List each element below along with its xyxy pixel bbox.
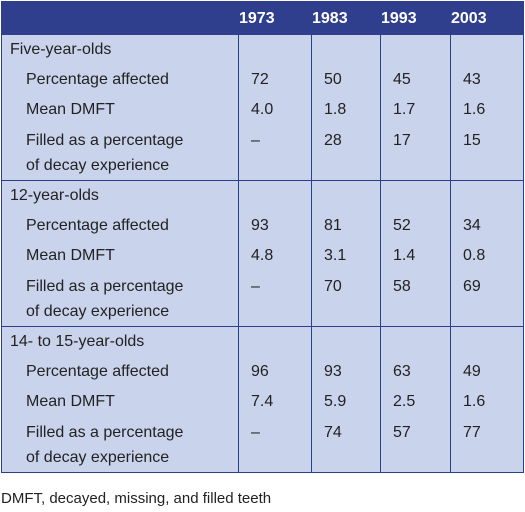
group-row: 12-year-olds bbox=[1, 180, 524, 211]
cell-value: 93 bbox=[238, 211, 312, 241]
row-label: Percentage affected bbox=[1, 357, 239, 387]
cell-value: 3.1 bbox=[311, 241, 381, 271]
cell-value: 4.0 bbox=[238, 95, 312, 125]
group-row: 14- to 15-year-olds bbox=[1, 326, 524, 357]
cell-value: 1.4 bbox=[380, 241, 451, 271]
cell-value: 49 bbox=[450, 357, 524, 387]
row-label: Mean DMFT bbox=[1, 387, 239, 417]
header-year: 1993 bbox=[380, 1, 451, 35]
dmft-table: 1973 1983 1993 2003 Five-year-olds Perce… bbox=[1, 1, 524, 473]
cell-value: 1.6 bbox=[450, 95, 524, 125]
table-footnote: DMFT, decayed, missing, and filled teeth bbox=[1, 490, 272, 507]
table-row: Filled as a percentage of decay experienc… bbox=[1, 271, 524, 327]
cell-value: 69 bbox=[450, 271, 524, 327]
row-label: Mean DMFT bbox=[1, 95, 239, 125]
cell-value: 52 bbox=[380, 211, 451, 241]
group-row: Five-year-olds bbox=[1, 35, 524, 65]
cell-value: 2.5 bbox=[380, 387, 451, 417]
cell-value: 15 bbox=[450, 125, 524, 181]
row-label-line: of decay experience bbox=[26, 156, 170, 174]
cell-value: 7.4 bbox=[238, 387, 312, 417]
cell-value: 58 bbox=[380, 271, 451, 327]
cell-value: 34 bbox=[450, 211, 524, 241]
cell-value: 77 bbox=[450, 417, 524, 473]
row-label-line: Filled as a percentage bbox=[26, 423, 184, 441]
row-label: Percentage affected bbox=[1, 211, 239, 241]
cell-value: 45 bbox=[380, 65, 451, 95]
cell-value: 43 bbox=[450, 65, 524, 95]
row-label: Filled as a percentage of decay experienc… bbox=[1, 417, 239, 473]
cell-value: 1.8 bbox=[311, 95, 381, 125]
cell-value: 4.8 bbox=[238, 241, 312, 271]
table-row: Percentage affected 96 93 63 49 bbox=[1, 357, 524, 387]
group-title: 14- to 15-year-olds bbox=[1, 326, 239, 357]
cell-value: 28 bbox=[311, 125, 381, 181]
cell-value: 70 bbox=[311, 271, 381, 327]
cell-value: 1.7 bbox=[380, 95, 451, 125]
header-row: 1973 1983 1993 2003 bbox=[1, 1, 524, 35]
header-year: 2003 bbox=[450, 1, 524, 35]
cell-value: 93 bbox=[311, 357, 381, 387]
table-row: Percentage affected 72 50 45 43 bbox=[1, 65, 524, 95]
table-row: Mean DMFT 4.8 3.1 1.4 0.8 bbox=[1, 241, 524, 271]
table-row: Filled as a percentage of decay experienc… bbox=[1, 417, 524, 473]
cell-value: 0.8 bbox=[450, 241, 524, 271]
row-label: Mean DMFT bbox=[1, 241, 239, 271]
cell-value: 50 bbox=[311, 65, 381, 95]
cell-value: 96 bbox=[238, 357, 312, 387]
cell-value: 1.6 bbox=[450, 387, 524, 417]
table-row: Mean DMFT 4.0 1.8 1.7 1.6 bbox=[1, 95, 524, 125]
cell-value: 72 bbox=[238, 65, 312, 95]
cell-value: – bbox=[238, 125, 312, 181]
cell-value: – bbox=[238, 271, 312, 327]
cell-value: 57 bbox=[380, 417, 451, 473]
row-label: Filled as a percentage of decay experienc… bbox=[1, 271, 239, 327]
header-corner bbox=[1, 1, 239, 35]
cell-value: 5.9 bbox=[311, 387, 381, 417]
cell-value: 74 bbox=[311, 417, 381, 473]
row-label-line: of decay experience bbox=[26, 302, 170, 320]
cell-value: 81 bbox=[311, 211, 381, 241]
row-label: Percentage affected bbox=[1, 65, 239, 95]
table-row: Filled as a percentage of decay experienc… bbox=[1, 125, 524, 181]
group-title: 12-year-olds bbox=[1, 180, 239, 211]
table-row: Mean DMFT 7.4 5.9 2.5 1.6 bbox=[1, 387, 524, 417]
row-label-line: Filled as a percentage bbox=[26, 277, 184, 295]
cell-value: 63 bbox=[380, 357, 451, 387]
row-label-line: of decay experience bbox=[26, 448, 170, 466]
cell-value: 17 bbox=[380, 125, 451, 181]
row-label-line: Filled as a percentage bbox=[26, 131, 184, 149]
row-label: Filled as a percentage of decay experienc… bbox=[1, 125, 239, 181]
group-title: Five-year-olds bbox=[1, 35, 239, 65]
table-row: Percentage affected 93 81 52 34 bbox=[1, 211, 524, 241]
header-year: 1973 bbox=[238, 1, 312, 35]
cell-value: – bbox=[238, 417, 312, 473]
header-year: 1983 bbox=[311, 1, 381, 35]
